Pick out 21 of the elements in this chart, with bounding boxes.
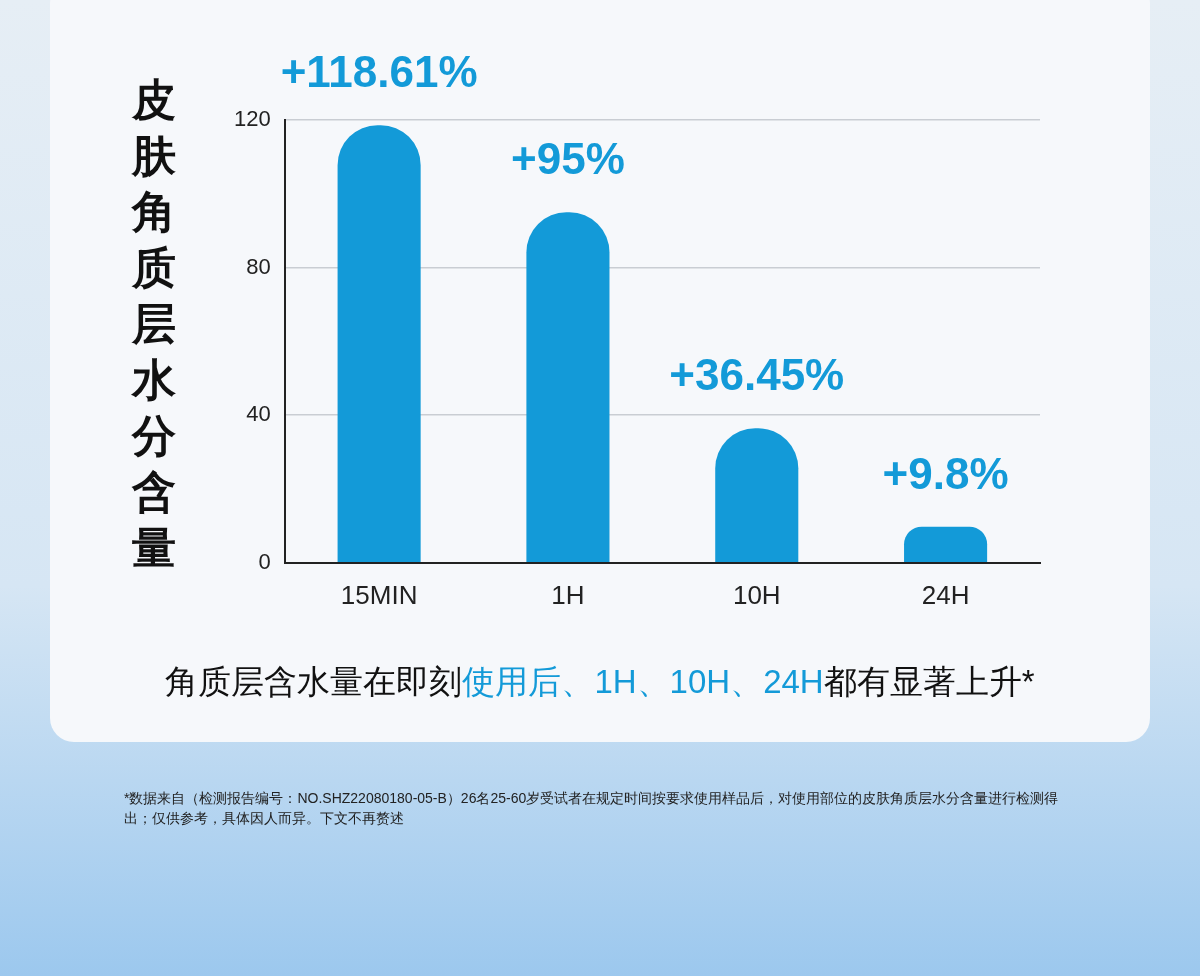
y-tick-label: 80 xyxy=(246,253,271,279)
text: 皮肤角质层水分含量 xyxy=(132,75,176,572)
x-tick-label: 1H xyxy=(551,579,585,610)
data-label: +9.8% xyxy=(882,448,1009,498)
text: *数据来自（检测报告编号：NO.SHZ22080180-05-B）26名25-60岁受试者在规定时间按要求使用样品后，对使用部位的皮肤角质层水分含量进行检测得出；仅供参考，具体因人而异。下文不再赘述 xyxy=(124,789,1060,828)
x-tick-label: 24H xyxy=(921,579,970,610)
bar xyxy=(526,212,610,563)
text: 使用后、1H、10H、24H xyxy=(462,663,824,700)
text: 角质层含水量在即刻 xyxy=(165,663,463,700)
x-tick-label: 15MIN xyxy=(340,579,418,610)
text: 都有显著上升* xyxy=(823,663,1035,700)
y-tick-label: 0 xyxy=(258,548,271,574)
bar xyxy=(715,428,799,563)
data-label: +118.61% xyxy=(280,47,478,97)
x-tick-label: 10H xyxy=(732,579,781,610)
y-tick-label: 120 xyxy=(233,106,271,132)
bar xyxy=(337,125,421,563)
data-label: +95% xyxy=(511,134,625,184)
y-tick-label: 40 xyxy=(246,401,271,427)
data-label: +36.45% xyxy=(669,350,845,400)
bar xyxy=(904,526,988,563)
